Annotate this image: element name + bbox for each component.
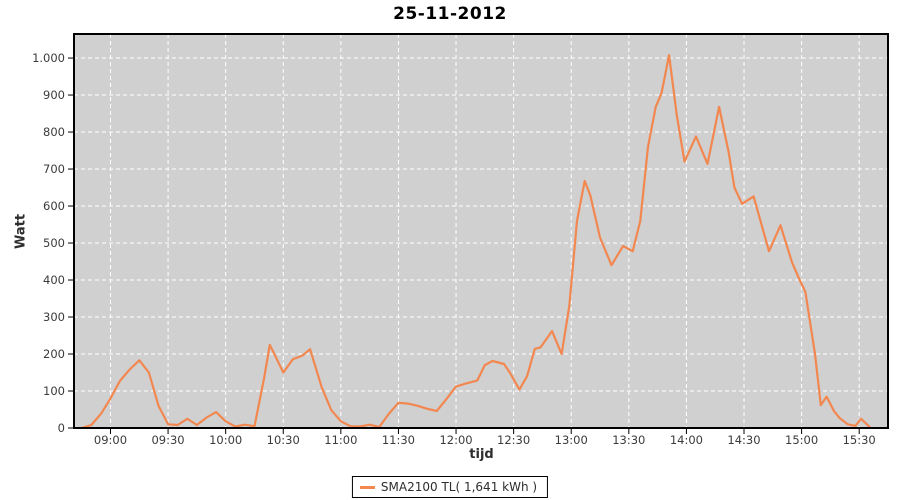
chart-title: 25-11-2012 [393,4,507,24]
y-tick-label: 600 [43,199,65,213]
x-tick-label: 10:30 [267,433,300,447]
y-tick-label: 1.000 [32,51,65,65]
x-tick-label: 14:30 [727,433,760,447]
y-tick-label: 500 [43,236,65,250]
y-tick-label: 700 [43,162,65,176]
legend-label: SMA2100 TL( 1,641 kWh ) [380,480,538,494]
x-tick-label: 12:30 [497,433,530,447]
x-axis-label: tijd [469,447,494,462]
x-tick-label: 10:00 [209,433,242,447]
y-tick-label: 200 [43,347,65,361]
x-tick-label: 15:00 [785,433,818,447]
x-tick-label: 11:30 [382,433,415,447]
plot-background [74,34,888,428]
y-axis-label: Watt [13,213,29,250]
data-line-sma2100 [80,53,872,430]
y-tick-label: 900 [43,88,65,102]
x-tick-label: 09:00 [94,433,127,447]
y-tick-label: 400 [43,273,65,287]
x-tick-label: 11:00 [324,433,357,447]
y-tick-label: 300 [43,310,65,324]
x-tick-label: 14:00 [670,433,703,447]
x-tick-label: 09:30 [151,433,184,447]
y-tick-label: 800 [43,125,65,139]
y-tick-label: 0 [58,421,65,435]
legend-line-swatch [359,485,375,489]
legend: SMA2100 TL( 1,641 kWh ) [351,476,549,498]
x-tick-label: 12:00 [439,433,472,447]
x-tick-label: 13:00 [555,433,588,447]
x-tick-label: 13:30 [612,433,645,447]
x-tick-label: 15:30 [843,433,876,447]
y-tick-label: 100 [43,384,65,398]
plot-border [73,33,889,429]
